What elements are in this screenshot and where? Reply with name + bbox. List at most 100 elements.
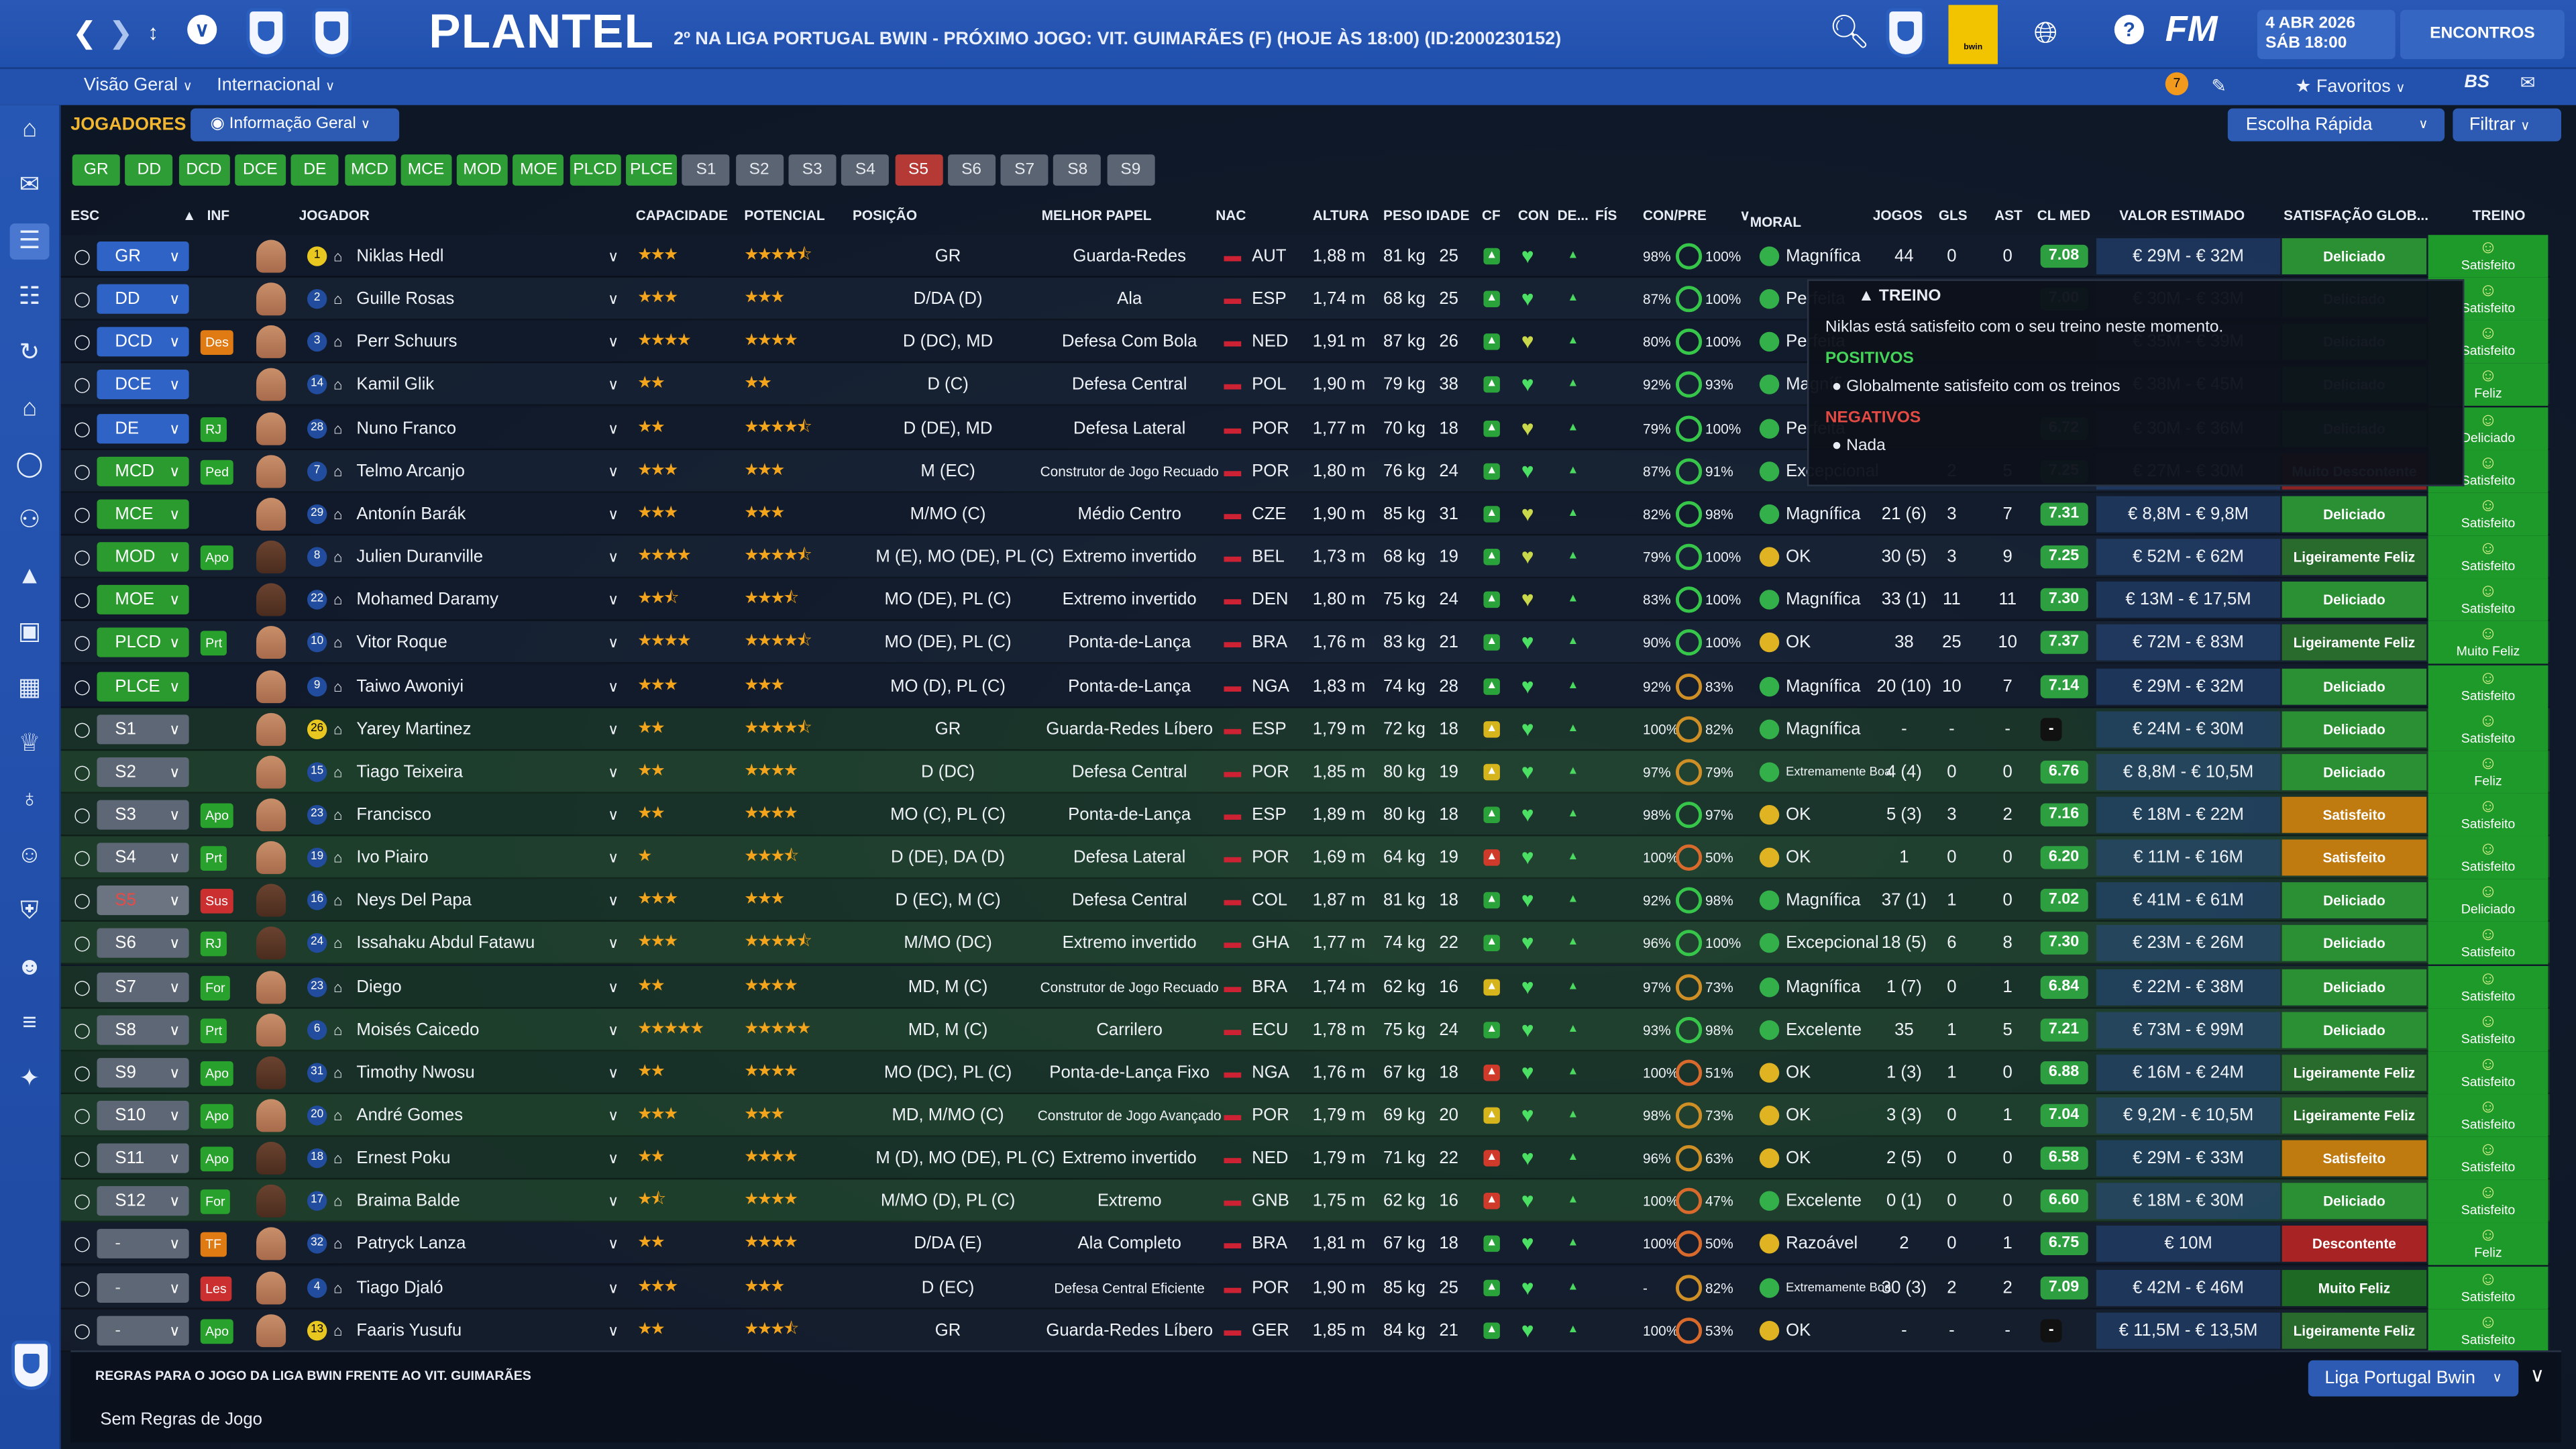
row-expand-icon[interactable]: ∨: [608, 376, 619, 394]
chevron-down-icon[interactable]: ∨: [169, 1150, 180, 1167]
col-jogador[interactable]: JOGADOR: [299, 207, 370, 224]
satisfaction-badge[interactable]: Ligeiramente Feliz: [2282, 1054, 2427, 1091]
player-face-avatar[interactable]: [256, 454, 286, 488]
collapse-icon[interactable]: ∨: [2530, 1363, 2545, 1387]
selection-dropdown[interactable]: PLCE: [97, 671, 189, 701]
row-expand-icon[interactable]: ∨: [608, 806, 619, 823]
select-circle-icon[interactable]: ◯: [74, 935, 91, 952]
chevron-down-icon[interactable]: ∨: [169, 290, 180, 308]
selection-dropdown[interactable]: S1: [97, 714, 189, 744]
row-expand-icon[interactable]: ∨: [608, 1021, 619, 1038]
up-down-icon[interactable]: ↕: [148, 19, 159, 45]
satisfaction-badge[interactable]: Deliciado: [2282, 1183, 2427, 1220]
chevron-down-icon[interactable]: ∨: [169, 763, 180, 780]
sidebar-club-crest-icon[interactable]: [11, 1340, 51, 1390]
player-face-avatar[interactable]: [256, 1185, 286, 1218]
internacional-tab[interactable]: Internacional ∨: [217, 75, 335, 96]
status-badge[interactable]: RJ: [200, 417, 227, 441]
selection-dropdown[interactable]: MOE: [97, 585, 189, 615]
calendar-nav-icon[interactable]: ▦: [17, 674, 42, 702]
chevron-down-icon[interactable]: ∨: [169, 678, 180, 694]
status-badge[interactable]: Apo: [200, 1318, 234, 1344]
selection-dropdown[interactable]: S2: [97, 757, 189, 787]
training-satisfaction[interactable]: ☺ Satisfeito: [2428, 664, 2548, 708]
position-tab-dce[interactable]: DCE: [234, 154, 286, 186]
player-name[interactable]: André Gomes: [356, 1106, 464, 1126]
satisfaction-badge[interactable]: Deliciado: [2282, 582, 2427, 619]
status-badge[interactable]: Apo: [200, 545, 234, 570]
select-circle-icon[interactable]: ◯: [74, 849, 91, 866]
training-satisfaction[interactable]: ☺ Satisfeito: [2428, 1180, 2548, 1223]
club-crest-large-icon[interactable]: [312, 8, 352, 58]
help-icon[interactable]: ?: [2114, 15, 2144, 45]
status-badge[interactable]: Apo: [200, 1104, 234, 1129]
position-tab-s4[interactable]: S4: [841, 154, 890, 186]
selection-dropdown[interactable]: S8: [97, 1014, 189, 1044]
league-select[interactable]: Liga Portugal Bwin ∨: [2308, 1360, 2519, 1397]
satisfaction-badge[interactable]: Ligeiramente Feliz: [2282, 625, 2427, 661]
selection-dropdown[interactable]: DCD: [97, 327, 189, 358]
player-face-avatar[interactable]: [256, 411, 286, 445]
selection-dropdown[interactable]: GR: [97, 241, 189, 272]
position-tab-s5[interactable]: S5: [894, 154, 943, 186]
select-circle-icon[interactable]: ◯: [74, 1236, 91, 1253]
col-con[interactable]: CON: [1517, 207, 1550, 224]
satisfaction-badge[interactable]: Ligeiramente Feliz: [2282, 1097, 2427, 1134]
status-badge[interactable]: TF: [200, 1232, 227, 1258]
sort-icon[interactable]: ▲: [182, 207, 197, 224]
player-face-avatar[interactable]: [256, 1313, 286, 1347]
satisfaction-badge[interactable]: Deliciado: [2282, 882, 2427, 919]
status-badge[interactable]: Ped: [200, 460, 234, 484]
table-row[interactable]: ◯ S6 ∨ RJ 24 ⌂ Issahaku Abdul Fatawu ∨ ★★★ ★★★★⯪ M…: [60, 922, 2550, 965]
player-face-avatar[interactable]: [256, 970, 286, 1004]
training-satisfaction[interactable]: ☺ Satisfeito: [2428, 922, 2548, 965]
col-nac[interactable]: NAC: [1216, 207, 1246, 224]
back-icon[interactable]: ❮: [72, 16, 97, 50]
player-face-avatar[interactable]: [256, 1056, 286, 1089]
inbox-nav-icon[interactable]: ✉: [19, 170, 40, 199]
table-row[interactable]: ◯ S12 ∨ For 17 ⌂ Braima Balde ∨ ★⯪ ★★★★ M/MO (D), …: [60, 1180, 2550, 1223]
selection-dropdown[interactable]: S7: [97, 971, 189, 1002]
table-row[interactable]: ◯ S10 ∨ Apo 20 ⌂ André Gomes ∨ ★★★ ★★★ MD, M/MO (C…: [60, 1094, 2550, 1137]
chevron-down-icon[interactable]: ∨: [169, 978, 180, 995]
player-face-avatar[interactable]: [256, 1099, 286, 1132]
chevron-down-icon[interactable]: ∨: [169, 849, 180, 866]
player-face-avatar[interactable]: [256, 239, 286, 273]
position-tab-plcd[interactable]: PLCD: [570, 154, 621, 186]
selection-dropdown[interactable]: S4: [97, 843, 189, 873]
training-satisfaction[interactable]: ☺ Satisfeito: [2428, 1266, 2548, 1309]
select-circle-icon[interactable]: ◯: [74, 678, 91, 694]
table-row[interactable]: ◯ MOD ∨ Apo 8 ⌂ Julien Duranville ∨ ★★★★ ★★★★⯪ M (…: [60, 535, 2550, 579]
player-face-avatar[interactable]: [256, 325, 286, 359]
player-face-avatar[interactable]: [256, 282, 286, 316]
select-circle-icon[interactable]: ◯: [74, 763, 91, 780]
chevron-down-icon[interactable]: ∨: [169, 463, 180, 480]
position-tab-mod[interactable]: MOD: [457, 154, 508, 186]
status-badge[interactable]: Les: [200, 1275, 232, 1301]
satisfaction-badge[interactable]: Satisfeito: [2282, 839, 2427, 876]
selection-dropdown[interactable]: S5: [97, 885, 189, 916]
position-tab-dcd[interactable]: DCD: [178, 154, 229, 186]
chevron-down-icon[interactable]: ∨: [169, 592, 180, 608]
chevron-down-icon[interactable]: ∨: [169, 549, 180, 566]
satisfaction-badge[interactable]: Satisfeito: [2282, 796, 2427, 833]
status-badge[interactable]: Prt: [200, 631, 227, 656]
trophy-nav-icon[interactable]: ♕: [18, 729, 41, 757]
player-name[interactable]: Taiwo Awoniyi: [356, 676, 464, 696]
player-name[interactable]: Ivo Piairo: [356, 847, 429, 868]
row-expand-icon[interactable]: ∨: [608, 248, 619, 265]
select-circle-icon[interactable]: ◯: [74, 1021, 91, 1038]
col-capacidade[interactable]: CAPACIDADE: [635, 207, 729, 224]
player-name[interactable]: Guille Rosas: [356, 289, 455, 309]
chevron-down-icon[interactable]: ∨: [187, 15, 217, 45]
player-face-avatar[interactable]: [256, 798, 286, 832]
col-valor[interactable]: VALOR ESTIMADO: [2119, 207, 2245, 224]
table-row[interactable]: ◯ S1 ∨ 26 ⌂ Yarey Martinez ∨ ★★ ★★★★⯪ GR Guarda-Re…: [60, 707, 2550, 751]
satisfaction-badge[interactable]: Deliciado: [2282, 968, 2427, 1005]
table-row[interactable]: ◯ MCE ∨ 29 ⌂ Antonín Barák ∨ ★★★ ★★★ M/MO (C) Médi…: [60, 492, 2550, 536]
selection-dropdown[interactable]: S6: [97, 928, 189, 959]
squad-nav-icon[interactable]: ☰: [9, 223, 50, 260]
table-row[interactable]: ◯ S4 ∨ Prt 19 ⌂ Ivo Piairo ∨ ★ ★★★⯪ D (DE), DA (D)…: [60, 836, 2550, 879]
player-face-avatar[interactable]: [256, 583, 286, 616]
col-conpre[interactable]: CON/PRE: [1643, 207, 1707, 224]
